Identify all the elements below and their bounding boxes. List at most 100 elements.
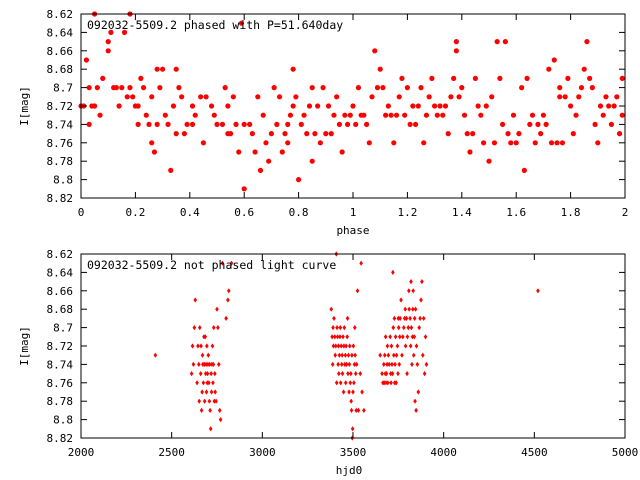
panel-phased-data-point xyxy=(208,103,215,109)
panel-phased-data-point xyxy=(377,66,383,72)
panel-unphased-data-point xyxy=(401,334,405,340)
panel-unphased-data-point xyxy=(404,315,409,321)
panel-phased-data-point xyxy=(619,75,625,81)
panel-unphased-data-point xyxy=(394,352,399,358)
panel-unphased-data-point xyxy=(414,343,419,349)
panel-phased-data-point xyxy=(472,75,478,81)
panel-unphased-data-point xyxy=(345,334,349,340)
panel-unphased-data-point xyxy=(359,260,363,266)
panel-unphased-data-point xyxy=(353,371,358,377)
panel-unphased-data-point xyxy=(396,371,400,377)
panel-phased-data-point xyxy=(342,112,348,118)
panel-phased-data-point xyxy=(219,121,226,127)
panel-phased-ytick-label: 8.76 xyxy=(47,137,74,150)
panel-phased-data-point xyxy=(597,103,604,109)
panel-phased-data-point xyxy=(146,121,152,127)
panel-unphased-data-point xyxy=(411,352,416,358)
panel-phased-data-point xyxy=(127,85,133,91)
panel-phased-data-point xyxy=(437,103,443,109)
panel-unphased-data-point xyxy=(399,297,403,303)
panel-phased-data-point xyxy=(149,94,155,100)
panel-unphased-data-point xyxy=(415,361,420,367)
panel-phased-data-point xyxy=(192,112,198,118)
panel-unphased-data-point xyxy=(195,380,199,386)
panel-phased-data-point xyxy=(573,112,579,118)
panel-phased-data-point xyxy=(296,177,302,183)
panel-phased-data-point xyxy=(592,121,598,127)
panel-unphased-data-point xyxy=(396,325,401,331)
panel-unphased-data-point xyxy=(207,398,212,404)
panel-unphased-data-point xyxy=(394,380,398,386)
panel-unphased-data-point xyxy=(405,334,410,340)
panel-unphased-data-point xyxy=(340,371,345,377)
panel-phased-data-point xyxy=(513,140,519,146)
panel-phased-data-point xyxy=(434,112,440,118)
panel-phased-data-point xyxy=(160,66,166,72)
panel-unphased-data-point xyxy=(355,288,360,294)
panel-phased-data-point xyxy=(263,140,269,146)
panel-unphased-data-point xyxy=(398,315,402,321)
panel-phased-data-point xyxy=(551,57,557,63)
panel-unphased-data-point xyxy=(209,389,214,395)
panel-phased-data-point xyxy=(415,103,421,109)
panel-phased-data-point xyxy=(173,131,179,137)
panel-phased-data-point xyxy=(391,140,397,146)
panel-unphased-data-point xyxy=(203,371,208,377)
panel-phased-data-point xyxy=(393,112,400,118)
panel-phased-data-point xyxy=(486,158,492,164)
panel-unphased-data-point xyxy=(423,334,428,340)
panel-phased-data-point xyxy=(565,75,571,81)
panel-unphased-data-point xyxy=(349,407,354,413)
panel-phased-data-point xyxy=(606,103,612,109)
panel-phased-data-point xyxy=(383,112,389,118)
panel-phased-data-point xyxy=(255,94,261,100)
panel-unphased-data-point xyxy=(397,361,402,367)
panel-phased-data-point xyxy=(285,140,291,146)
panel-unphased-data-point xyxy=(196,343,200,349)
panel-unphased-data-point xyxy=(382,380,386,386)
panel-unphased-data-point xyxy=(407,288,411,294)
panel-unphased-data-point xyxy=(347,389,351,395)
panel-phased-data-point xyxy=(83,57,90,63)
panel-unphased-data-point xyxy=(209,371,213,377)
panel-unphased-data-point xyxy=(200,352,205,358)
panel-unphased-data-point xyxy=(211,325,216,331)
panel-unphased-data-point xyxy=(345,315,350,321)
panel-unphased-data-point xyxy=(382,361,386,367)
panel-phased-xtick-label: 0.8 xyxy=(289,206,309,219)
panel-phased-data-point xyxy=(140,85,147,91)
panel-phased-data-point xyxy=(527,121,533,127)
panel-phased-ytick-label: 8.8 xyxy=(53,174,73,187)
panel-phased-data-point xyxy=(154,121,160,127)
panel-phased-data-point xyxy=(252,149,258,155)
panel-phased-data-point xyxy=(279,149,285,155)
panel-phased-data-point xyxy=(396,94,402,100)
panel-unphased-data-point xyxy=(392,352,396,358)
panel-unphased-data-point xyxy=(405,371,409,377)
panel-unphased-xtick-label: 3500 xyxy=(340,446,367,459)
panel-phased-data-point xyxy=(611,103,617,109)
panel-unphased-data-point xyxy=(344,361,349,367)
panel-unphased-xtick-label: 5000 xyxy=(612,446,639,459)
panel-unphased: 2000 2500 3000 3500 4000 4500 5000 8.628.648.6… xyxy=(18,248,638,477)
panel-phased-data-point xyxy=(578,85,585,91)
panel-phased-data-point xyxy=(385,103,391,109)
panel-unphased-data-point xyxy=(190,343,195,349)
panel-phased-data-point xyxy=(559,140,566,146)
panel-unphased-data-point xyxy=(226,297,230,303)
panel-unphased-data-point xyxy=(352,380,356,386)
panel-phased-data-point xyxy=(535,121,541,127)
panel-phased-data-point xyxy=(274,121,280,127)
panel-unphased-data-point xyxy=(202,398,207,404)
panel-unphased-data-point xyxy=(197,325,202,331)
panel-phased-data-point xyxy=(540,112,547,118)
panel-unphased-data-point xyxy=(419,297,423,303)
panel-unphased-data-point xyxy=(420,279,424,285)
panel-phased-data-point xyxy=(497,75,503,81)
panel-phased-data-point xyxy=(236,149,242,155)
panel-unphased-data-point xyxy=(218,417,223,423)
panel-unphased-data-point xyxy=(412,334,417,340)
panel-unphased-data-point xyxy=(384,380,388,386)
panel-phased-data-point xyxy=(241,121,247,127)
panel-phased-data-point xyxy=(176,85,182,91)
